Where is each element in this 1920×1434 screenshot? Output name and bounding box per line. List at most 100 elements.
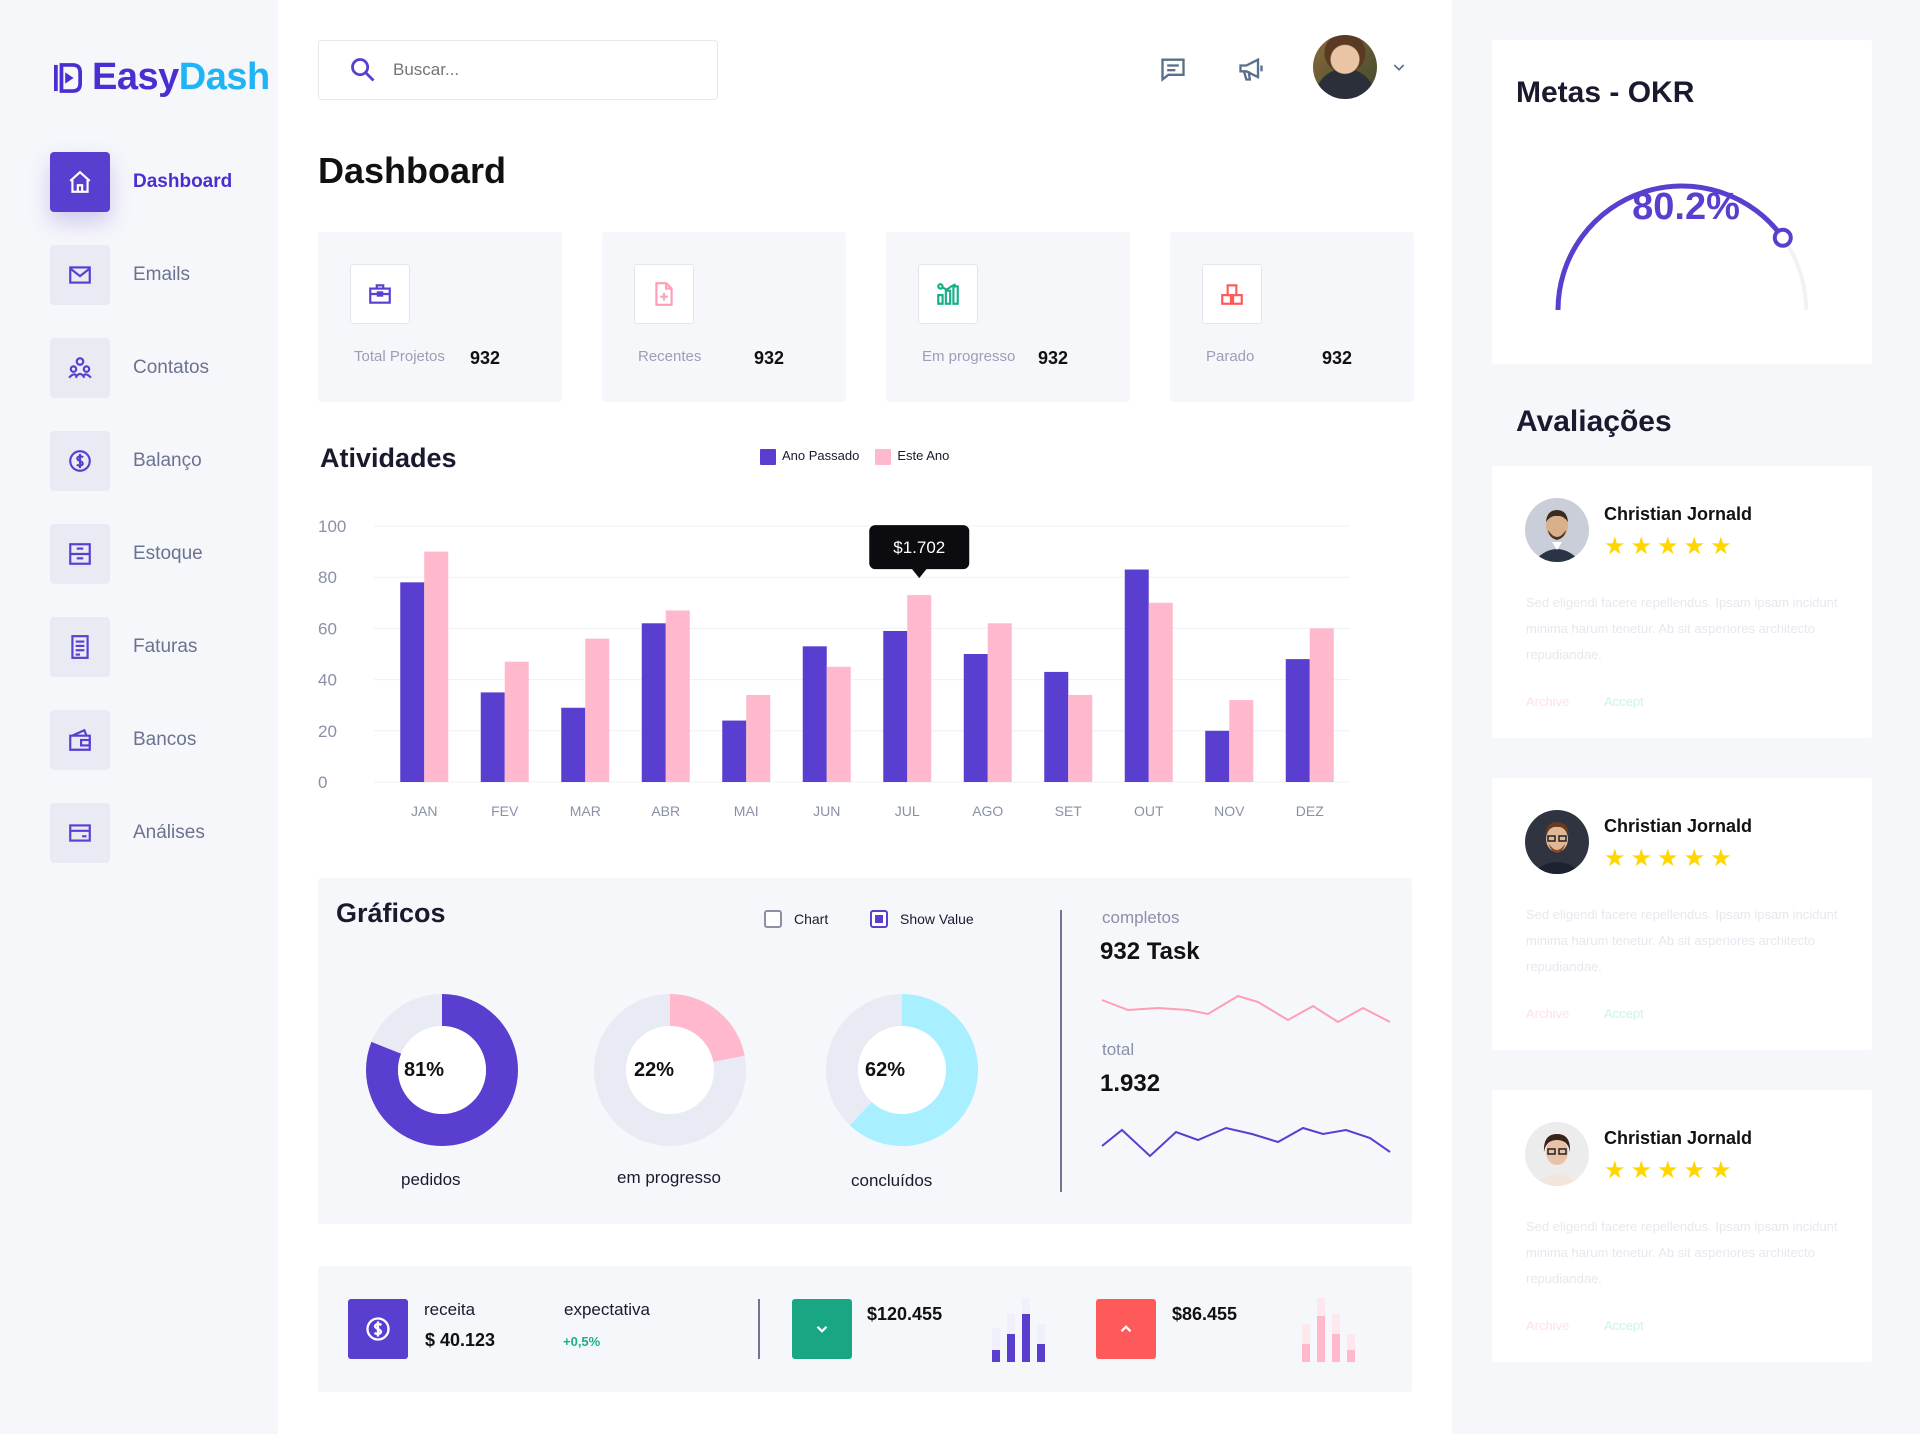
- bar-este-ano[interactable]: [1148, 602, 1173, 782]
- bar-ano-passado[interactable]: [561, 707, 586, 782]
- y-tick-label: 0: [318, 773, 327, 792]
- bar-ano-passado[interactable]: [1285, 659, 1310, 782]
- bar-ano-passado[interactable]: [1205, 730, 1230, 782]
- sidebar-item-balanco[interactable]: Balanço: [50, 431, 232, 491]
- bar-ano-passado[interactable]: [1124, 569, 1149, 782]
- chevron-down-icon: [816, 1325, 828, 1333]
- bar-este-ano[interactable]: [585, 638, 610, 782]
- review-card: Christian Jornald ★★★★★ Sed eligendi fac…: [1492, 1090, 1872, 1362]
- donut-arc: [594, 994, 746, 1146]
- sidebar-item-label: Balanço: [133, 450, 202, 471]
- review-text: Sed eligendi facere repellendus. Ipsam i…: [1526, 907, 1838, 974]
- app-logo[interactable]: EasyDash: [54, 56, 270, 99]
- sidebar-item-analises[interactable]: Análises: [50, 803, 232, 863]
- bar-ano-passado[interactable]: [722, 720, 747, 782]
- chart-checkbox[interactable]: Chart: [764, 910, 828, 928]
- accept-link[interactable]: Accept: [1604, 1318, 1644, 1333]
- sidebar-item-emails[interactable]: Emails: [50, 245, 232, 305]
- donut-label: pedidos: [401, 1170, 461, 1189]
- x-tick-label: MAI: [734, 803, 759, 819]
- dollar-circle-icon: [50, 431, 110, 491]
- bar-ano-passado[interactable]: [641, 623, 666, 782]
- wallet-icon: [50, 710, 110, 770]
- sidebar-item-label: Estoque: [133, 543, 203, 564]
- bar-ano-passado[interactable]: [480, 692, 505, 782]
- user-menu[interactable]: [1313, 35, 1407, 99]
- megaphone-icon[interactable]: [1234, 52, 1268, 86]
- checkbox-checked[interactable]: [870, 910, 888, 928]
- donut-value: 81%: [404, 1059, 445, 1081]
- divider: [758, 1299, 760, 1359]
- receita-value: $ 40.123: [425, 1330, 496, 1350]
- archive-link[interactable]: Archive: [1526, 1006, 1570, 1021]
- bar-este-ano[interactable]: [504, 661, 529, 782]
- checkbox-label: Show Value: [900, 911, 974, 927]
- chart-legend: Ano Passado Este Ano: [760, 448, 949, 465]
- reviewer-name: Christian Jornald: [1604, 816, 1753, 836]
- show-value-checkbox[interactable]: Show Value: [870, 910, 974, 928]
- bar-este-ano[interactable]: [424, 551, 449, 782]
- y-tick-label: 60: [318, 619, 337, 638]
- up-button[interactable]: [1096, 1299, 1156, 1359]
- sidebar-nav: Dashboard Emails Contatos Balanço Estoqu…: [50, 152, 232, 896]
- bar-este-ano[interactable]: [1309, 628, 1334, 782]
- completed-label: completos: [1102, 908, 1180, 927]
- sidebar-item-faturas[interactable]: Faturas: [50, 617, 232, 677]
- messages-icon[interactable]: [1156, 52, 1190, 86]
- archive-link[interactable]: Archive: [1526, 694, 1570, 709]
- search-icon: [351, 58, 375, 82]
- bar-ano-passado[interactable]: [963, 654, 988, 782]
- sidebar-item-bancos[interactable]: Bancos: [50, 710, 232, 770]
- expectativa-label: expectativa: [564, 1300, 650, 1319]
- stat-card-em-progresso[interactable]: Em progresso 932: [886, 232, 1130, 402]
- stat-label: Em progresso: [922, 348, 1016, 365]
- bar-ano-passado[interactable]: [1044, 671, 1069, 782]
- x-tick-label: FEV: [491, 803, 519, 819]
- bar-este-ano[interactable]: [665, 610, 690, 782]
- logo-text: EasyDash: [92, 56, 270, 98]
- sidebar-item-estoque[interactable]: Estoque: [50, 524, 232, 584]
- star-rating: ★★★★★: [1604, 845, 1737, 872]
- down-button[interactable]: [792, 1299, 852, 1359]
- bar-ano-passado[interactable]: [400, 582, 425, 782]
- donut-hole: [626, 1026, 714, 1114]
- bar-este-ano[interactable]: [1068, 694, 1093, 782]
- chart-grid-icon: [918, 264, 978, 324]
- stat-card-total-projetos[interactable]: Total Projetos 932: [318, 232, 562, 402]
- okr-card: Metas - OKR 80.2%: [1492, 40, 1872, 364]
- graficos-panel: Gráficos Chart Show Value 81% 22% 62% pe…: [318, 878, 1412, 1224]
- mail-icon: [50, 245, 110, 305]
- sidebar-item-contatos[interactable]: Contatos: [50, 338, 232, 398]
- x-tick-label: DEZ: [1296, 803, 1324, 819]
- stat-card-parado[interactable]: Parado 932: [1170, 232, 1414, 402]
- down-value: $120.455: [867, 1304, 943, 1324]
- accept-link[interactable]: Accept: [1604, 694, 1644, 709]
- bar-este-ano[interactable]: [746, 694, 771, 782]
- accept-link[interactable]: Accept: [1604, 1006, 1644, 1021]
- stat-card-recentes[interactable]: Recentes 932: [602, 232, 846, 402]
- bar-ano-passado[interactable]: [883, 630, 908, 782]
- stat-value: 932: [754, 348, 785, 368]
- search-input[interactable]: [393, 60, 693, 80]
- bar-este-ano[interactable]: [907, 595, 932, 782]
- search-bar[interactable]: [318, 40, 718, 100]
- bar-ano-passado[interactable]: [802, 646, 827, 782]
- bar-este-ano[interactable]: [826, 666, 851, 782]
- star-rating: ★★★★★: [1604, 533, 1737, 560]
- bar-este-ano[interactable]: [1229, 700, 1254, 782]
- bar-este-ano[interactable]: [987, 623, 1012, 782]
- graficos-title: Gráficos: [336, 898, 446, 928]
- archive-link[interactable]: Archive: [1526, 1318, 1570, 1333]
- review-card: Christian Jornald ★★★★★ Sed eligendi fac…: [1492, 778, 1872, 1050]
- sidebar-item-label: Bancos: [133, 729, 197, 750]
- boxes-icon: [1202, 264, 1262, 324]
- sidebar-item-dashboard[interactable]: Dashboard: [50, 152, 232, 212]
- stat-value: 932: [1322, 348, 1353, 368]
- up-value: $86.455: [1172, 1304, 1238, 1324]
- stat-value: 932: [1038, 348, 1069, 368]
- checkbox-unchecked[interactable]: [764, 910, 782, 928]
- x-tick-label: SET: [1055, 803, 1083, 819]
- total-value: 1.932: [1100, 1070, 1161, 1097]
- y-tick-label: 40: [318, 671, 337, 690]
- stats-row: Total Projetos 932 Recentes 932 Em progr…: [318, 232, 1414, 402]
